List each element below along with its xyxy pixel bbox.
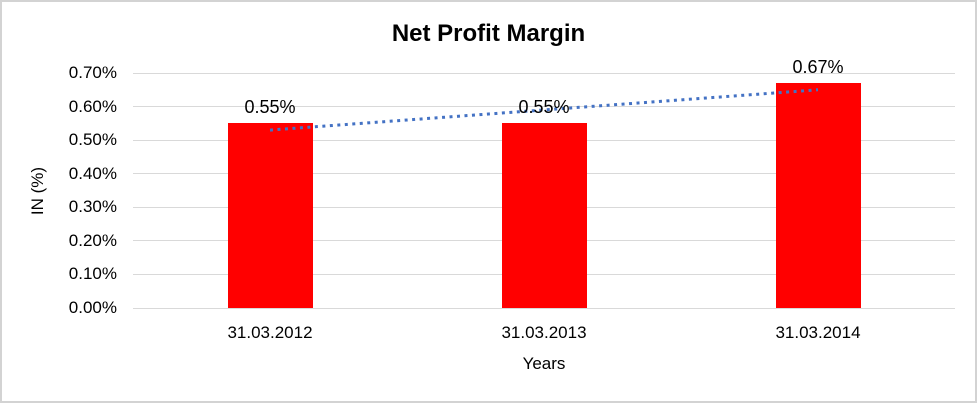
bar [775,83,861,308]
gridline [133,72,955,74]
y-tick-label: 0.40% [68,163,117,183]
y-tick-label: 0.50% [68,130,117,150]
y-tick-label: 0.10% [68,264,117,284]
y-tick-label: 0.70% [68,63,117,82]
y-tick-label: 0.30% [68,197,117,217]
y-tick-label: 0.60% [68,96,117,116]
bar [501,123,587,308]
bar-value-label: 0.55% [518,97,570,118]
gridline [133,307,955,309]
y-tick-label: 0.20% [68,230,117,250]
x-category-label: 31.03.2012 [227,323,313,342]
bar [227,123,313,308]
y-tick-label: 0.00% [68,298,117,317]
x-category-label: 31.03.2013 [501,323,587,342]
bar-value-label: 0.67% [792,57,844,78]
x-axis-title: Years [522,354,566,373]
chart-title: Net Profit Margin [391,20,586,47]
x-category-label: 31.03.2014 [775,323,861,342]
bar-value-label: 0.55% [244,97,296,118]
